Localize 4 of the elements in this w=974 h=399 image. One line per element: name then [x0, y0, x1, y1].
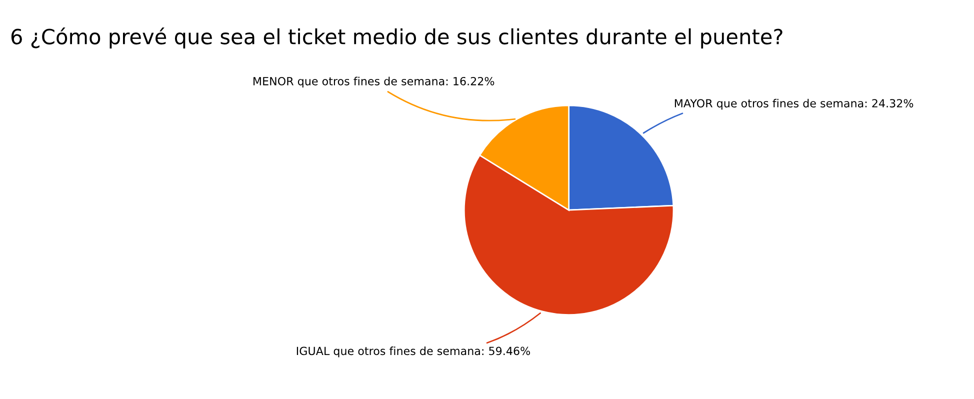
- slice-label: MAYOR que otros fines de semana: 24.32%: [674, 98, 914, 110]
- slice-label: MENOR que otros fines de semana: 16.22%: [254, 76, 494, 88]
- chart-title: 6 ¿Cómo prevé que sea el ticket medio de sus clientes durante el puente?: [11, 28, 782, 48]
- slice-label: IGUAL que otros fines de semana: 59.46%: [296, 346, 530, 358]
